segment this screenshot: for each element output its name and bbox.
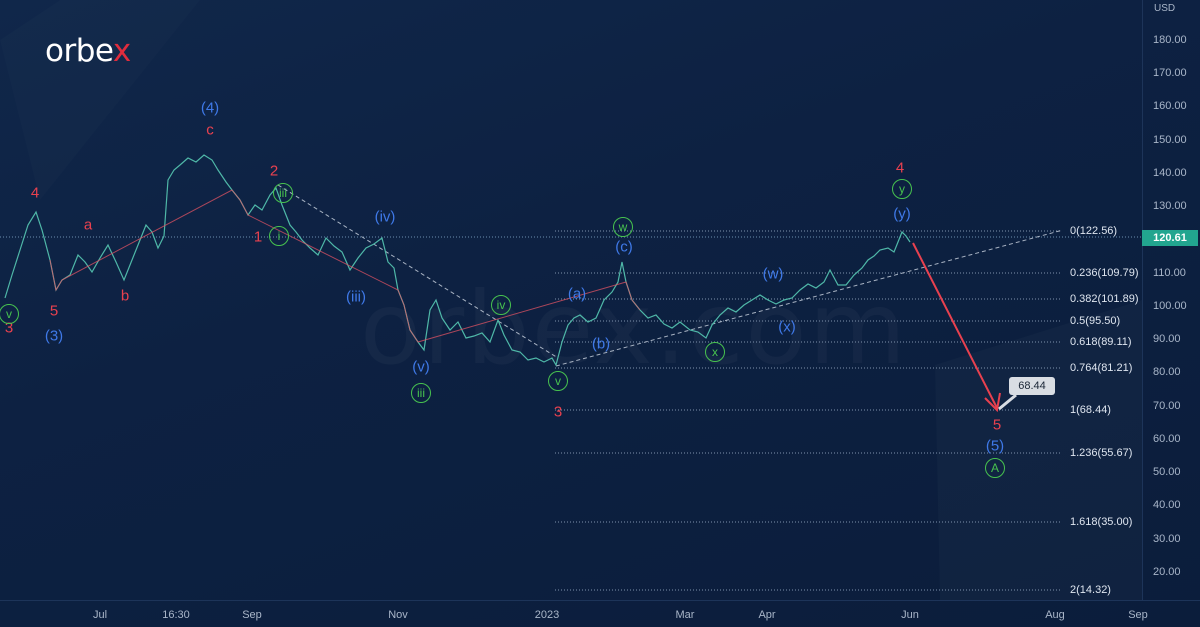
time-tick: Sep: [1128, 609, 1148, 621]
fib-lines: [555, 230, 1062, 591]
logo-text: orbe: [45, 33, 113, 69]
time-axis[interactable]: Jul 16:30 Sep Nov 2023 Mar Apr Jun Aug S…: [0, 600, 1200, 627]
fib-level-label: 0.382(101.89): [1070, 293, 1139, 305]
wave-label-circled: iii: [273, 183, 293, 203]
wave-label-circled: iv: [491, 295, 511, 315]
wave-label: b: [120, 287, 130, 305]
orbex-logo: orbex: [45, 33, 131, 69]
wave-label: 3: [4, 319, 14, 337]
time-tick: 2023: [534, 609, 560, 621]
wave-label: (a): [567, 285, 587, 303]
time-tick: Mar: [675, 609, 695, 621]
fib-level-label: 0.236(109.79): [1070, 267, 1139, 279]
time-tick: Aug: [1045, 609, 1065, 621]
wave-label: c: [206, 121, 214, 139]
fib-level-label: 1.236(55.67): [1070, 447, 1133, 459]
wave-label: 1: [253, 228, 263, 246]
chart-svg: [0, 154, 1142, 591]
wave-label: (3): [44, 327, 64, 345]
wave-label-circled: iii: [411, 383, 431, 403]
wave-label-circled: A: [985, 458, 1005, 478]
wave-label-circled: v: [0, 304, 19, 324]
time-tick: Jun: [901, 609, 919, 621]
wave-label: (w): [762, 265, 784, 283]
price-tick: 20.00: [1153, 566, 1181, 578]
wave-label: (5): [985, 437, 1005, 455]
wave-label: 3: [553, 403, 563, 421]
price-tick: 130.00: [1153, 200, 1187, 212]
price-tick: 180.00: [1153, 34, 1187, 46]
wave-label-circled: w: [613, 217, 633, 237]
wave-label: 5: [992, 416, 1002, 434]
wave-label: 4: [30, 184, 40, 202]
wave-label: 2: [269, 162, 279, 180]
wave-label-circled: x: [705, 342, 725, 362]
price-tick: 90.00: [1153, 333, 1181, 345]
target-price-callout: 68.44: [1009, 377, 1055, 395]
time-tick: 16:30: [162, 609, 190, 621]
wave-label: (y): [893, 205, 911, 223]
wave-label: 5: [49, 302, 59, 320]
fib-level-label: 0.618(89.11): [1070, 336, 1132, 348]
current-price-badge: 120.61: [1142, 230, 1198, 246]
wave-label: (x): [778, 318, 796, 336]
time-tick: Nov: [388, 609, 408, 621]
plot-area[interactable]: 3 4 5 a b c 2 1 3 4 5 (3) (4) (iii) (iv)…: [0, 0, 1142, 600]
wave-label: (c): [615, 238, 633, 256]
price-tick: 60.00: [1153, 433, 1181, 445]
price-tick: 170.00: [1153, 67, 1187, 79]
wave-label-circled: v: [548, 371, 568, 391]
logo-accent: x: [113, 33, 131, 69]
price-tick: 30.00: [1153, 533, 1181, 545]
wave-label: (4): [200, 99, 220, 117]
fib-level-label: 1(68.44): [1070, 404, 1111, 416]
wave-label-circled: y: [892, 179, 912, 199]
fib-level-label: 0(122.56): [1070, 225, 1118, 237]
wave-label: a: [83, 216, 93, 234]
price-tick: 50.00: [1153, 466, 1181, 478]
price-tick: 110.00: [1153, 267, 1186, 279]
price-tick: 40.00: [1153, 499, 1181, 511]
price-tick: 80.00: [1153, 366, 1181, 378]
wave-label-circled: i: [269, 226, 289, 246]
wave-label: (v): [412, 358, 430, 376]
time-tick: Apr: [758, 609, 776, 621]
fib-level-label: 2(14.32): [1070, 584, 1111, 596]
time-tick: Sep: [242, 609, 262, 621]
wave-label: (iii): [346, 288, 366, 306]
price-tick: 160.00: [1153, 100, 1187, 112]
price-axis[interactable]: USD 180.00 170.00 160.00 150.00 140.00 1…: [1142, 0, 1200, 600]
fib-level-label: 1.618(35.00): [1070, 516, 1133, 528]
price-tick: 100.00: [1153, 300, 1187, 312]
price-tick: 70.00: [1153, 400, 1181, 412]
fib-level-label: 0.5(95.50): [1070, 315, 1121, 327]
fib-level-label: 0.764(81.21): [1070, 362, 1133, 374]
price-series: [4, 154, 911, 367]
wave-label: (iv): [374, 208, 396, 226]
wave-label: (b): [591, 335, 611, 353]
price-tick: 140.00: [1153, 167, 1187, 179]
price-tick: 150.00: [1153, 134, 1187, 146]
wave-label: 4: [895, 159, 905, 177]
time-tick: Jul: [92, 609, 108, 621]
projection-arrow: [912, 242, 998, 409]
currency-label: USD: [1154, 3, 1176, 14]
